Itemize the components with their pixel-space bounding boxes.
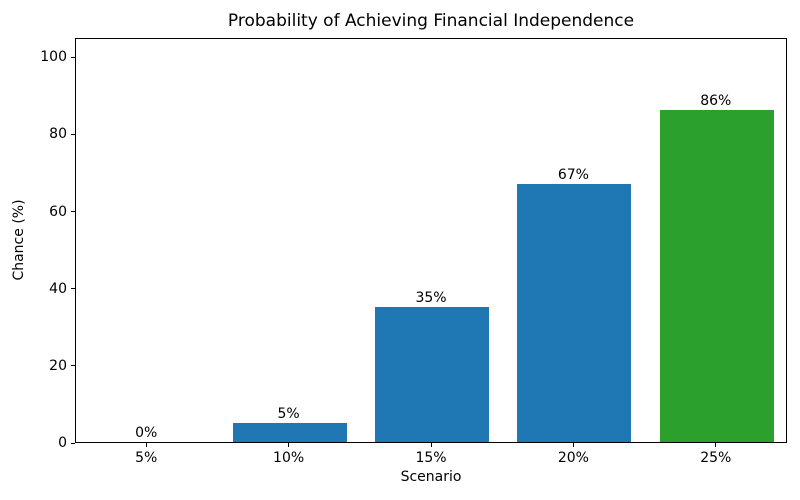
y-tick-mark [71,288,75,290]
x-tick-mark [715,443,717,447]
y-tick-mark [71,56,75,58]
bar-value-label: 35% [415,290,447,306]
x-tick-mark [288,443,290,447]
bar-value-label: 86% [700,93,732,110]
x-tick-label: 25% [700,450,732,466]
y-tick-label: 100 [40,49,67,66]
y-tick-mark [71,211,75,213]
x-tick-mark [572,443,574,447]
bar-value-label: 5% [277,405,300,422]
y-tick-label: 20 [49,357,67,374]
x-tick-label: 15% [415,450,447,466]
y-tick-mark [71,442,75,444]
y-tick-label: 80 [49,126,67,143]
x-tick-mark [145,443,147,447]
x-tick-label: 10% [273,450,305,466]
bar [232,422,347,442]
y-tick-mark [71,133,75,135]
y-tick-mark [71,365,75,367]
y-tick-label: 40 [49,280,67,297]
bar-value-label: 67% [557,166,589,183]
x-tick-mark [430,443,432,447]
plot-area [75,38,787,443]
y-axis-label: Chance (%) [11,199,27,281]
x-tick-label: 20% [557,450,589,466]
bar-value-label: 0% [135,425,158,441]
x-tick-label: 5% [135,450,158,466]
bar [659,110,774,442]
bar [517,183,632,442]
y-tick-label: 60 [49,203,67,220]
y-tick-label: 0 [58,435,67,451]
x-axis-label: Scenario [400,469,462,485]
bar [375,307,489,442]
chart-title: Probability of Achieving Financial Indep… [227,11,635,31]
